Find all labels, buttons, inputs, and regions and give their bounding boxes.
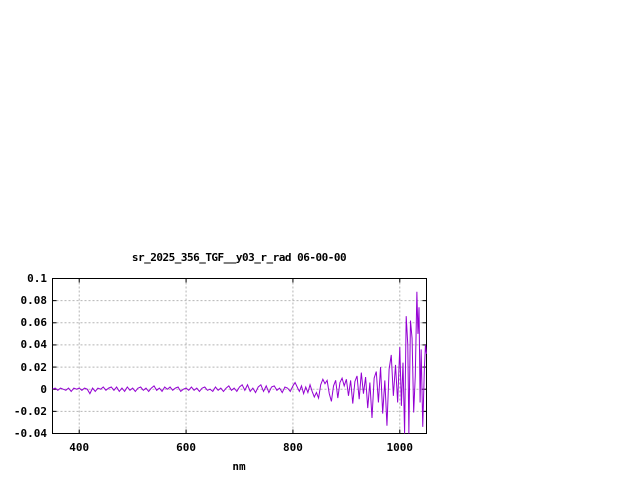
y-tick-label: 0.04 (20, 338, 48, 352)
data-line (52, 291, 427, 434)
chart-title: sr_2025_356_TGF__y03_r_rad 06-00-00 (131, 251, 347, 264)
x-tick-label: 400 (69, 441, 90, 454)
y-tick-label: 0.02 (20, 360, 48, 374)
y-tick-label: 0.1 (27, 272, 47, 285)
x-tick-label: 600 (176, 441, 196, 454)
x-tick-label: 800 (282, 441, 303, 454)
y-tick-label: -0.02 (13, 404, 47, 418)
y-tick-label: 0.06 (20, 316, 48, 330)
plot-border (52, 278, 427, 434)
y-tick-label: 0 (40, 382, 47, 396)
y-tick-label: -0.04 (13, 427, 47, 440)
x-tick-label: 1000 (386, 441, 414, 454)
x-axis-label: nm (232, 460, 246, 473)
y-tick-label: 0.08 (20, 294, 48, 308)
